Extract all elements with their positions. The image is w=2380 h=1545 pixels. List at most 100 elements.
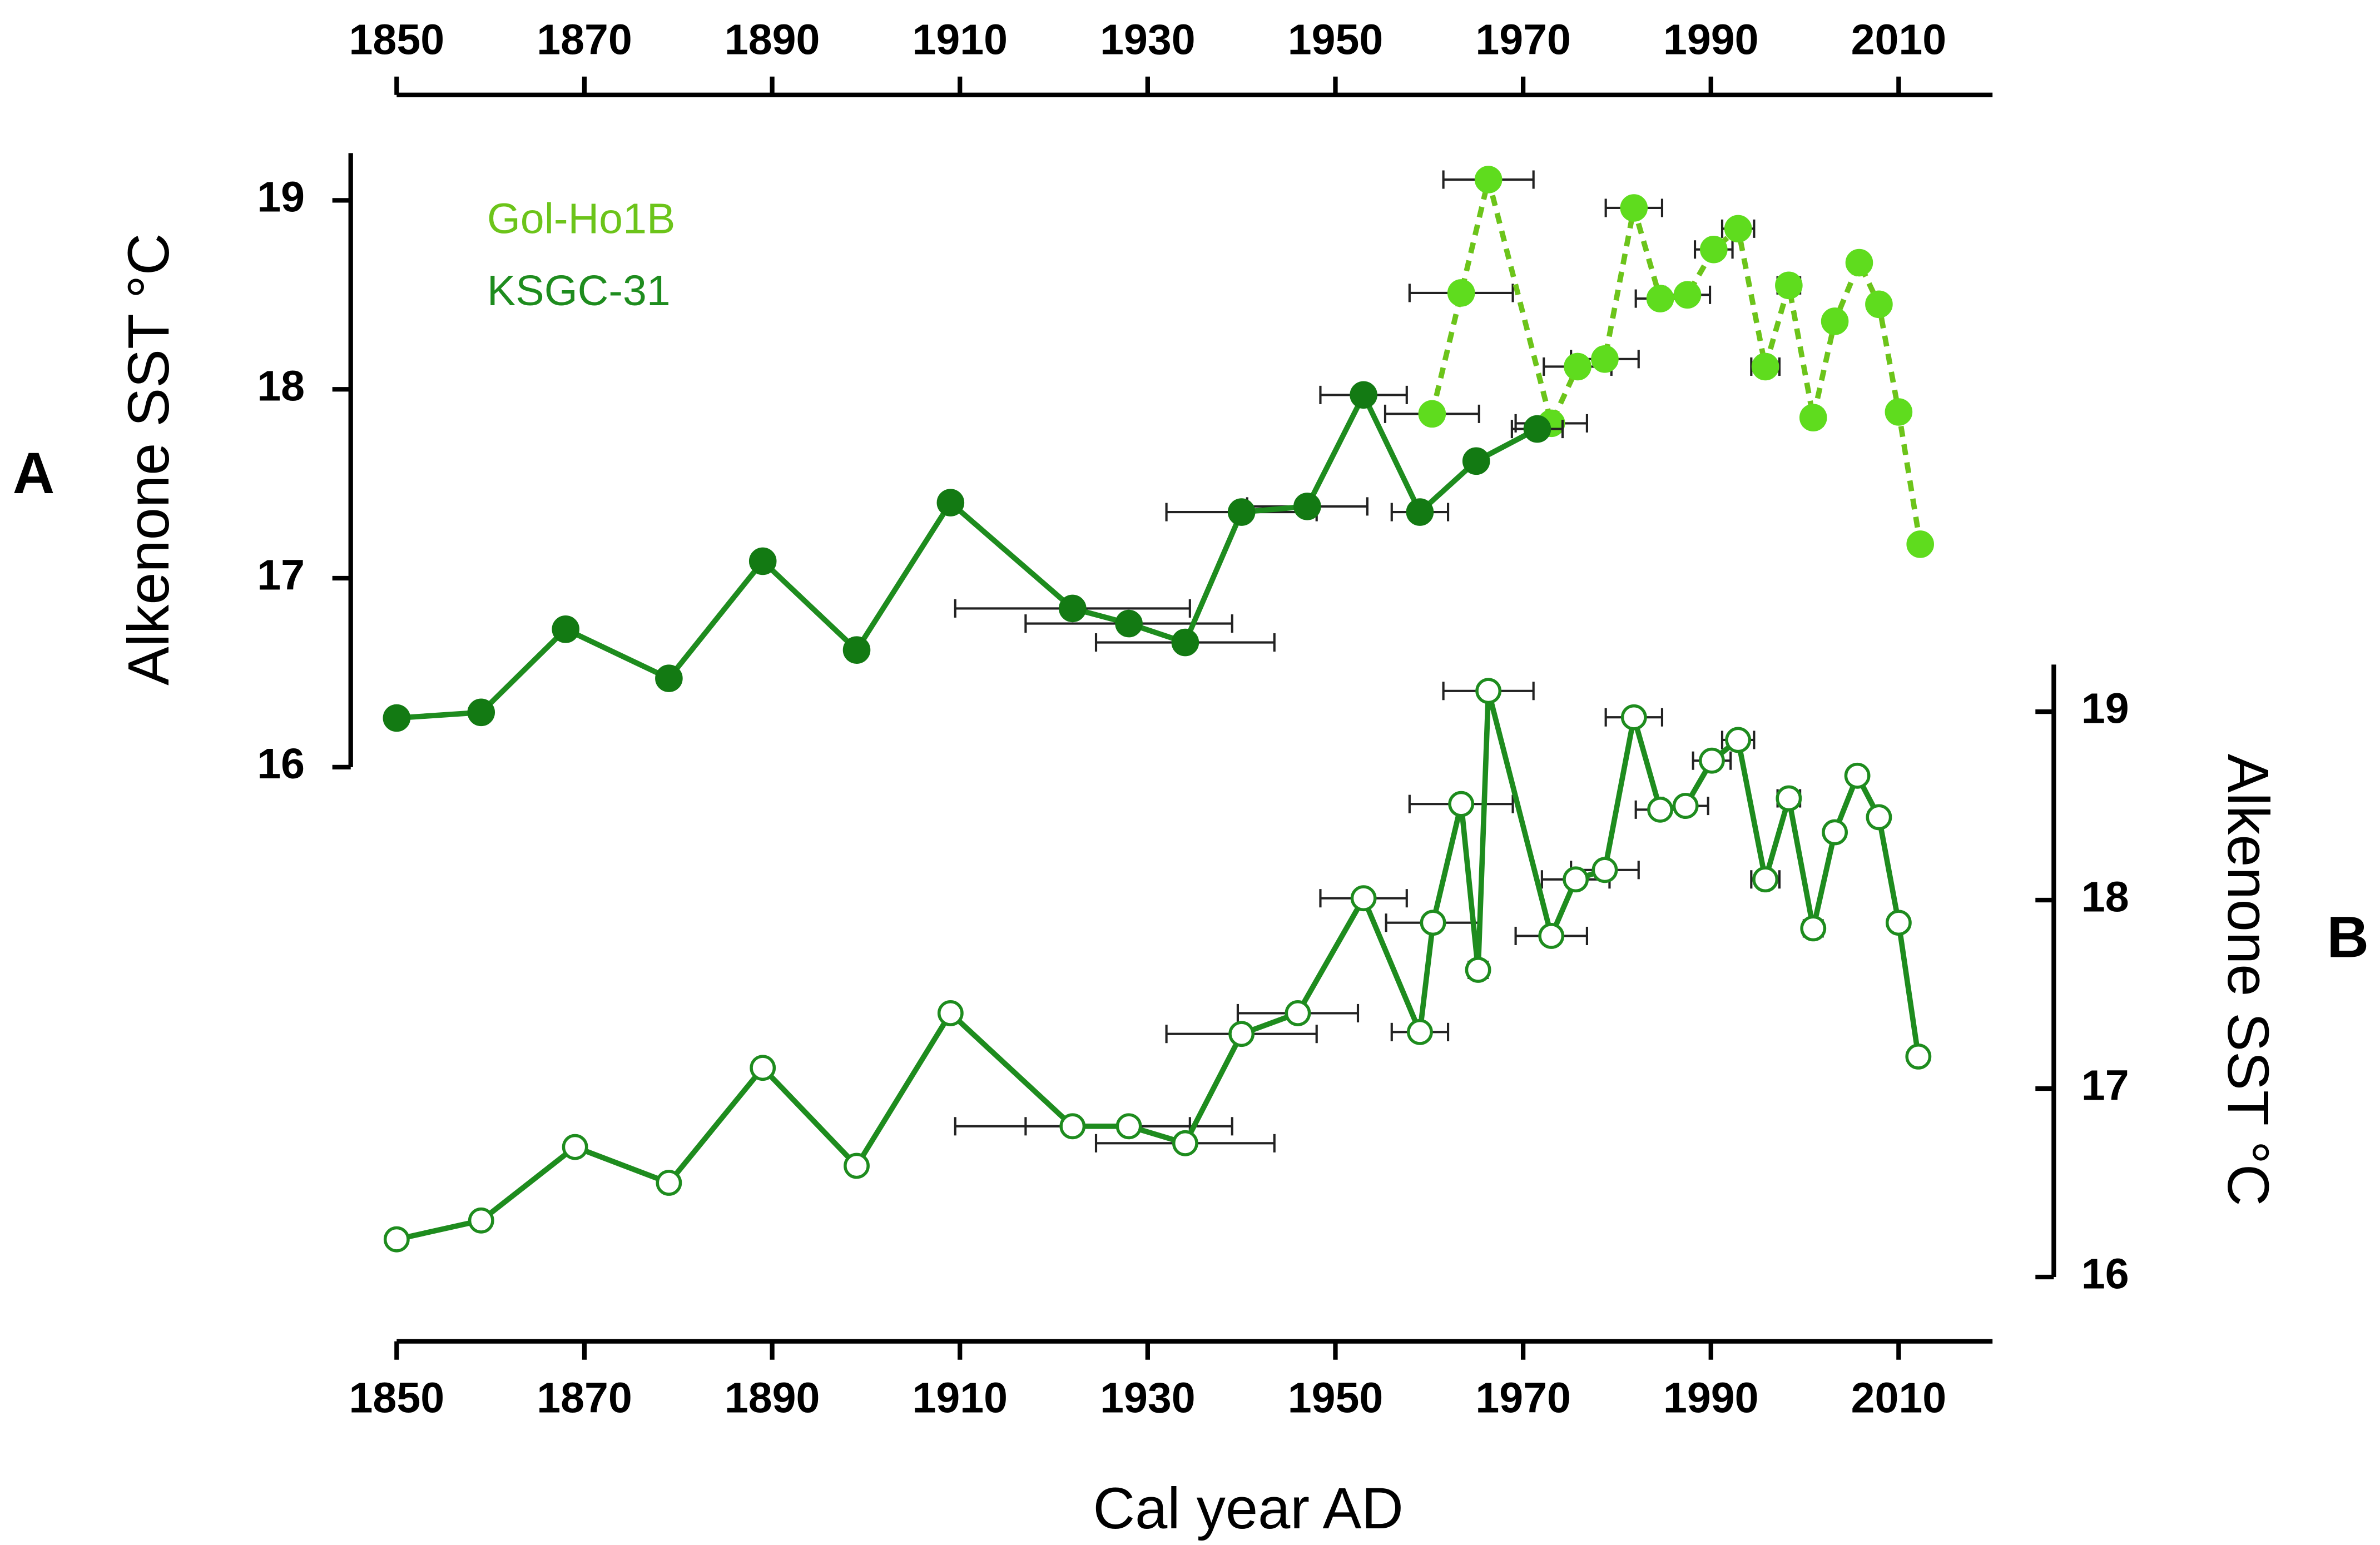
- x-tick-label: 2010: [1851, 16, 1947, 64]
- data-point: [1172, 1130, 1198, 1156]
- x-tick-label: 1890: [725, 16, 820, 64]
- data-point: [936, 489, 965, 516]
- data-point: [383, 704, 411, 732]
- panel-label: B: [2327, 905, 2369, 970]
- y-axis-title: Alkenone SST °C: [116, 234, 181, 686]
- data-point: [1845, 249, 1873, 277]
- data-point: [1800, 915, 1827, 942]
- data-point: [1475, 678, 1502, 704]
- x-tick-label: 1870: [537, 1374, 632, 1422]
- data-point: [656, 1170, 682, 1196]
- data-point: [1775, 271, 1803, 300]
- data-point: [1171, 628, 1199, 657]
- data-point: [1646, 285, 1674, 312]
- data-point: [1293, 493, 1321, 520]
- x-axis-title: Cal year AD: [1093, 1476, 1404, 1541]
- x-tick-label: 1990: [1663, 16, 1759, 64]
- data-point: [1821, 307, 1849, 335]
- data-point: [1465, 957, 1491, 983]
- data-point: [1799, 404, 1827, 431]
- data-point: [1906, 530, 1934, 558]
- data-point: [1115, 609, 1143, 638]
- data-point: [1822, 819, 1848, 846]
- y-tick-label: 19: [257, 173, 305, 221]
- x-tick-label: 1870: [537, 16, 632, 64]
- x-tick-label: 1910: [912, 1374, 1008, 1422]
- data-point: [1885, 398, 1913, 426]
- x-tick-label: 1970: [1475, 16, 1571, 64]
- x-tick-label: 1950: [1288, 1374, 1384, 1422]
- data-point: [1865, 290, 1893, 319]
- data-point: [1523, 415, 1551, 443]
- data-point: [1407, 1019, 1433, 1045]
- data-point: [1406, 498, 1434, 526]
- data-point: [1538, 923, 1565, 949]
- data-point: [844, 1152, 870, 1179]
- y-axis-title: Alkenone SST °C: [2215, 754, 2280, 1206]
- x-tick-label: 1930: [1100, 16, 1196, 64]
- data-point: [1620, 194, 1648, 222]
- series-line: [1429, 177, 1923, 545]
- data-point: [552, 615, 579, 643]
- data-point: [1844, 762, 1871, 789]
- data-point: [1751, 352, 1779, 381]
- data-point: [1564, 352, 1591, 381]
- data-point: [750, 1055, 776, 1081]
- y-tick-label: 18: [2081, 873, 2129, 921]
- data-point: [1115, 1113, 1142, 1140]
- y-tick-label: 17: [257, 551, 305, 599]
- x-tick-label: 1990: [1663, 1374, 1759, 1422]
- x-tick-label: 1890: [725, 1374, 820, 1422]
- data-point: [1563, 866, 1589, 893]
- data-point: [1462, 447, 1490, 475]
- data-point: [1350, 885, 1377, 912]
- data-point: [1227, 498, 1256, 526]
- data-point: [1724, 215, 1752, 243]
- data-point: [748, 547, 777, 575]
- data-point: [1700, 235, 1728, 264]
- data-point: [937, 1000, 964, 1026]
- x-tick-label: 2010: [1851, 1374, 1947, 1422]
- data-point: [1885, 910, 1912, 936]
- data-point: [1591, 345, 1619, 373]
- y-tick-label: 17: [2081, 1061, 2129, 1109]
- data-point: [1285, 1000, 1311, 1026]
- data-point: [1699, 747, 1725, 774]
- data-point: [1350, 381, 1377, 409]
- data-point: [467, 698, 495, 727]
- data-point: [1448, 791, 1475, 817]
- x-tick-label: 1930: [1100, 1374, 1196, 1422]
- data-point: [1905, 1043, 1932, 1070]
- y-tick-label: 18: [257, 362, 305, 410]
- data-point: [1059, 594, 1087, 623]
- x-tick-label: 1910: [912, 16, 1008, 64]
- y-tick-label: 16: [257, 740, 305, 788]
- legend-entry: Gol-Ho1B: [487, 195, 676, 243]
- x-tick-label: 1970: [1475, 1374, 1571, 1422]
- data-point: [1474, 166, 1503, 193]
- data-point: [1776, 785, 1802, 812]
- data-point: [562, 1134, 588, 1160]
- data-point: [1228, 1021, 1255, 1047]
- x-tick-label: 1850: [349, 16, 445, 64]
- data-point: [1591, 857, 1618, 883]
- data-point: [383, 1226, 410, 1253]
- series-line: [396, 392, 1539, 721]
- data-point: [1620, 704, 1647, 731]
- data-point: [1418, 400, 1446, 428]
- series-line: [396, 688, 1921, 1242]
- data-point: [1059, 1113, 1086, 1140]
- data-point: [1672, 793, 1699, 819]
- data-point: [1866, 804, 1892, 831]
- x-tick-label: 1850: [349, 1374, 445, 1422]
- x-tick-label: 1950: [1288, 16, 1384, 64]
- y-tick-label: 19: [2081, 684, 2129, 732]
- data-point: [1752, 866, 1779, 893]
- data-point: [655, 664, 683, 692]
- data-point: [1447, 279, 1475, 307]
- legend-entry: KSGC-31: [487, 267, 671, 315]
- data-point: [1647, 796, 1673, 823]
- data-point: [1725, 727, 1752, 753]
- y-tick-label: 16: [2081, 1250, 2129, 1298]
